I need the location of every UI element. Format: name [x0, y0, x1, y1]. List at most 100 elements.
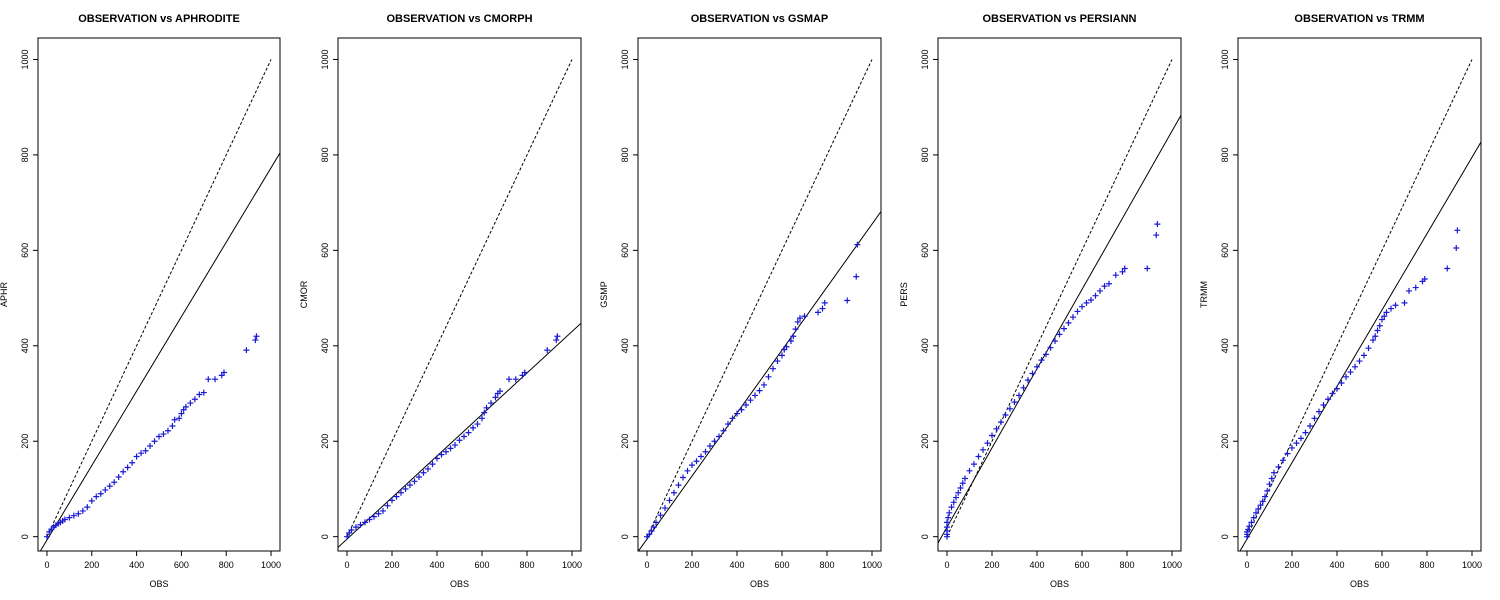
data-point	[774, 358, 781, 365]
data-point	[1293, 440, 1300, 447]
data-point	[734, 410, 740, 417]
data-point	[1275, 464, 1282, 471]
y-tick-label: 800	[20, 147, 30, 162]
data-point	[443, 448, 449, 455]
data-point	[164, 427, 171, 434]
y-axis-label: TRMM	[1199, 281, 1209, 308]
data-point	[1253, 509, 1259, 516]
data-point	[1412, 284, 1419, 291]
data-point	[1264, 487, 1271, 494]
y-tick-label: 1000	[1220, 49, 1230, 69]
data-point	[1043, 351, 1049, 358]
data-point	[84, 504, 91, 511]
data-point	[1248, 519, 1255, 526]
data-point	[1379, 316, 1385, 323]
data-point	[1376, 322, 1383, 329]
y-axis-label: APHR	[0, 282, 9, 308]
data-point	[945, 514, 952, 521]
data-point	[648, 527, 655, 534]
data-point	[506, 376, 512, 383]
x-tick-label: 400	[729, 560, 744, 570]
data-point	[783, 343, 790, 350]
data-point	[770, 365, 776, 372]
data-point	[75, 510, 82, 517]
data-point	[196, 391, 203, 398]
data-point	[1289, 444, 1295, 451]
data-point	[375, 510, 382, 517]
data-point	[957, 485, 964, 492]
data-point	[1083, 299, 1090, 306]
data-point	[779, 352, 785, 359]
data-point	[393, 493, 400, 500]
x-tick-label: 800	[1119, 560, 1134, 570]
y-tick-label: 800	[320, 147, 330, 162]
chart-title: OBSERVATION vs CMORPH	[386, 13, 532, 25]
data-point	[411, 478, 418, 485]
data-point	[1106, 280, 1112, 287]
x-tick-label: 200	[684, 560, 699, 570]
data-point	[465, 429, 472, 436]
data-point	[666, 497, 673, 504]
data-point	[675, 482, 682, 489]
data-point	[1268, 475, 1275, 482]
data-point	[1453, 244, 1460, 251]
data-point	[1266, 481, 1273, 488]
data-point	[792, 326, 799, 333]
y-tick-label: 200	[20, 434, 30, 449]
data-point	[111, 479, 118, 486]
data-point	[1056, 331, 1063, 338]
chart-title: OBSERVATION vs GSMAP	[691, 13, 829, 25]
x-tick-label: 0	[944, 560, 949, 570]
y-tick-label: 400	[620, 338, 630, 353]
data-point	[1381, 313, 1388, 320]
data-point	[797, 315, 803, 322]
data-point	[946, 509, 953, 516]
data-point	[220, 369, 227, 376]
data-point	[765, 373, 772, 380]
data-point	[1325, 396, 1331, 403]
data-point	[1065, 319, 1072, 326]
x-tick-label: 200	[984, 560, 999, 570]
data-point	[380, 507, 386, 514]
data-point	[521, 369, 528, 376]
data-point	[402, 485, 409, 492]
y-tick-label: 600	[620, 243, 630, 258]
data-point	[693, 458, 700, 465]
data-point	[698, 453, 704, 460]
data-point	[1302, 429, 1309, 436]
reference-line	[1246, 59, 1473, 537]
data-point	[650, 524, 657, 531]
data-point	[416, 474, 422, 481]
data-point	[61, 516, 68, 523]
data-point	[1454, 227, 1461, 234]
y-tick-label: 1000	[320, 49, 330, 69]
plot-frame	[637, 37, 882, 552]
data-point	[1316, 408, 1322, 415]
data-point	[176, 415, 183, 422]
data-point	[1307, 422, 1313, 429]
data-point	[819, 305, 826, 312]
y-tick-label: 600	[920, 243, 930, 258]
x-tick-label: 1000	[1462, 560, 1482, 570]
data-point	[1245, 526, 1252, 533]
data-point	[1356, 358, 1363, 365]
data-point	[1029, 370, 1036, 377]
data-point	[1002, 411, 1009, 418]
data-point	[788, 338, 794, 345]
data-point	[1112, 272, 1119, 279]
data-point	[1153, 232, 1160, 239]
data-point	[1352, 363, 1358, 370]
data-point	[147, 443, 154, 450]
data-point	[948, 504, 955, 511]
data-point	[544, 347, 551, 354]
data-point	[362, 519, 368, 526]
x-tick-label: 0	[44, 560, 49, 570]
x-tick-label: 0	[1244, 560, 1249, 570]
data-point	[97, 490, 104, 497]
data-point	[1097, 287, 1103, 294]
data-point	[720, 427, 727, 434]
data-point	[975, 453, 982, 460]
data-point	[512, 376, 519, 383]
chart-panel-3: OBSERVATION vs GSMAP 0 200 400 600 800 1000 0 20…	[599, 13, 882, 589]
data-point	[1262, 493, 1268, 500]
